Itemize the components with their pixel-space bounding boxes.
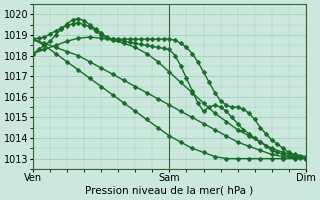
X-axis label: Pression niveau de la mer( hPa ): Pression niveau de la mer( hPa ) bbox=[85, 186, 253, 196]
